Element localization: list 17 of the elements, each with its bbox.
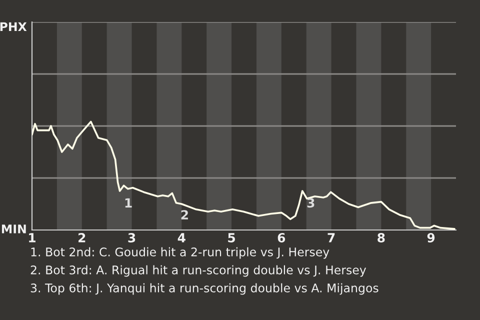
- annotation: 2: [181, 210, 188, 220]
- x-tick-label: 3: [128, 233, 136, 242]
- text: 3. Top 6th: J. Yanqui hit a run-scoring double vs A. Mijangos: [30, 283, 378, 295]
- x-tick-label: 5: [228, 233, 236, 242]
- x-tick-label: 9: [427, 233, 435, 242]
- x-tick-label: 6: [278, 233, 286, 242]
- x-tick-label: 2: [78, 233, 86, 242]
- x-tick-label: 7: [328, 233, 335, 242]
- x-tick-label: 1: [29, 233, 36, 242]
- text: PHX: [0, 22, 27, 31]
- text: 1. Bot 2nd: C. Goudie hit a 2-run triple vs J. Hersey: [31, 247, 330, 259]
- x-tick-label: 8: [378, 233, 385, 242]
- text: MIN: [2, 224, 26, 234]
- annotation: 3: [307, 198, 314, 208]
- text: 2. Bot 3rd: A. Rigual hit a run-scoring double vs J. Hersey: [30, 265, 366, 277]
- x-tick-label: 4: [178, 233, 186, 242]
- annotation: 1: [125, 198, 132, 208]
